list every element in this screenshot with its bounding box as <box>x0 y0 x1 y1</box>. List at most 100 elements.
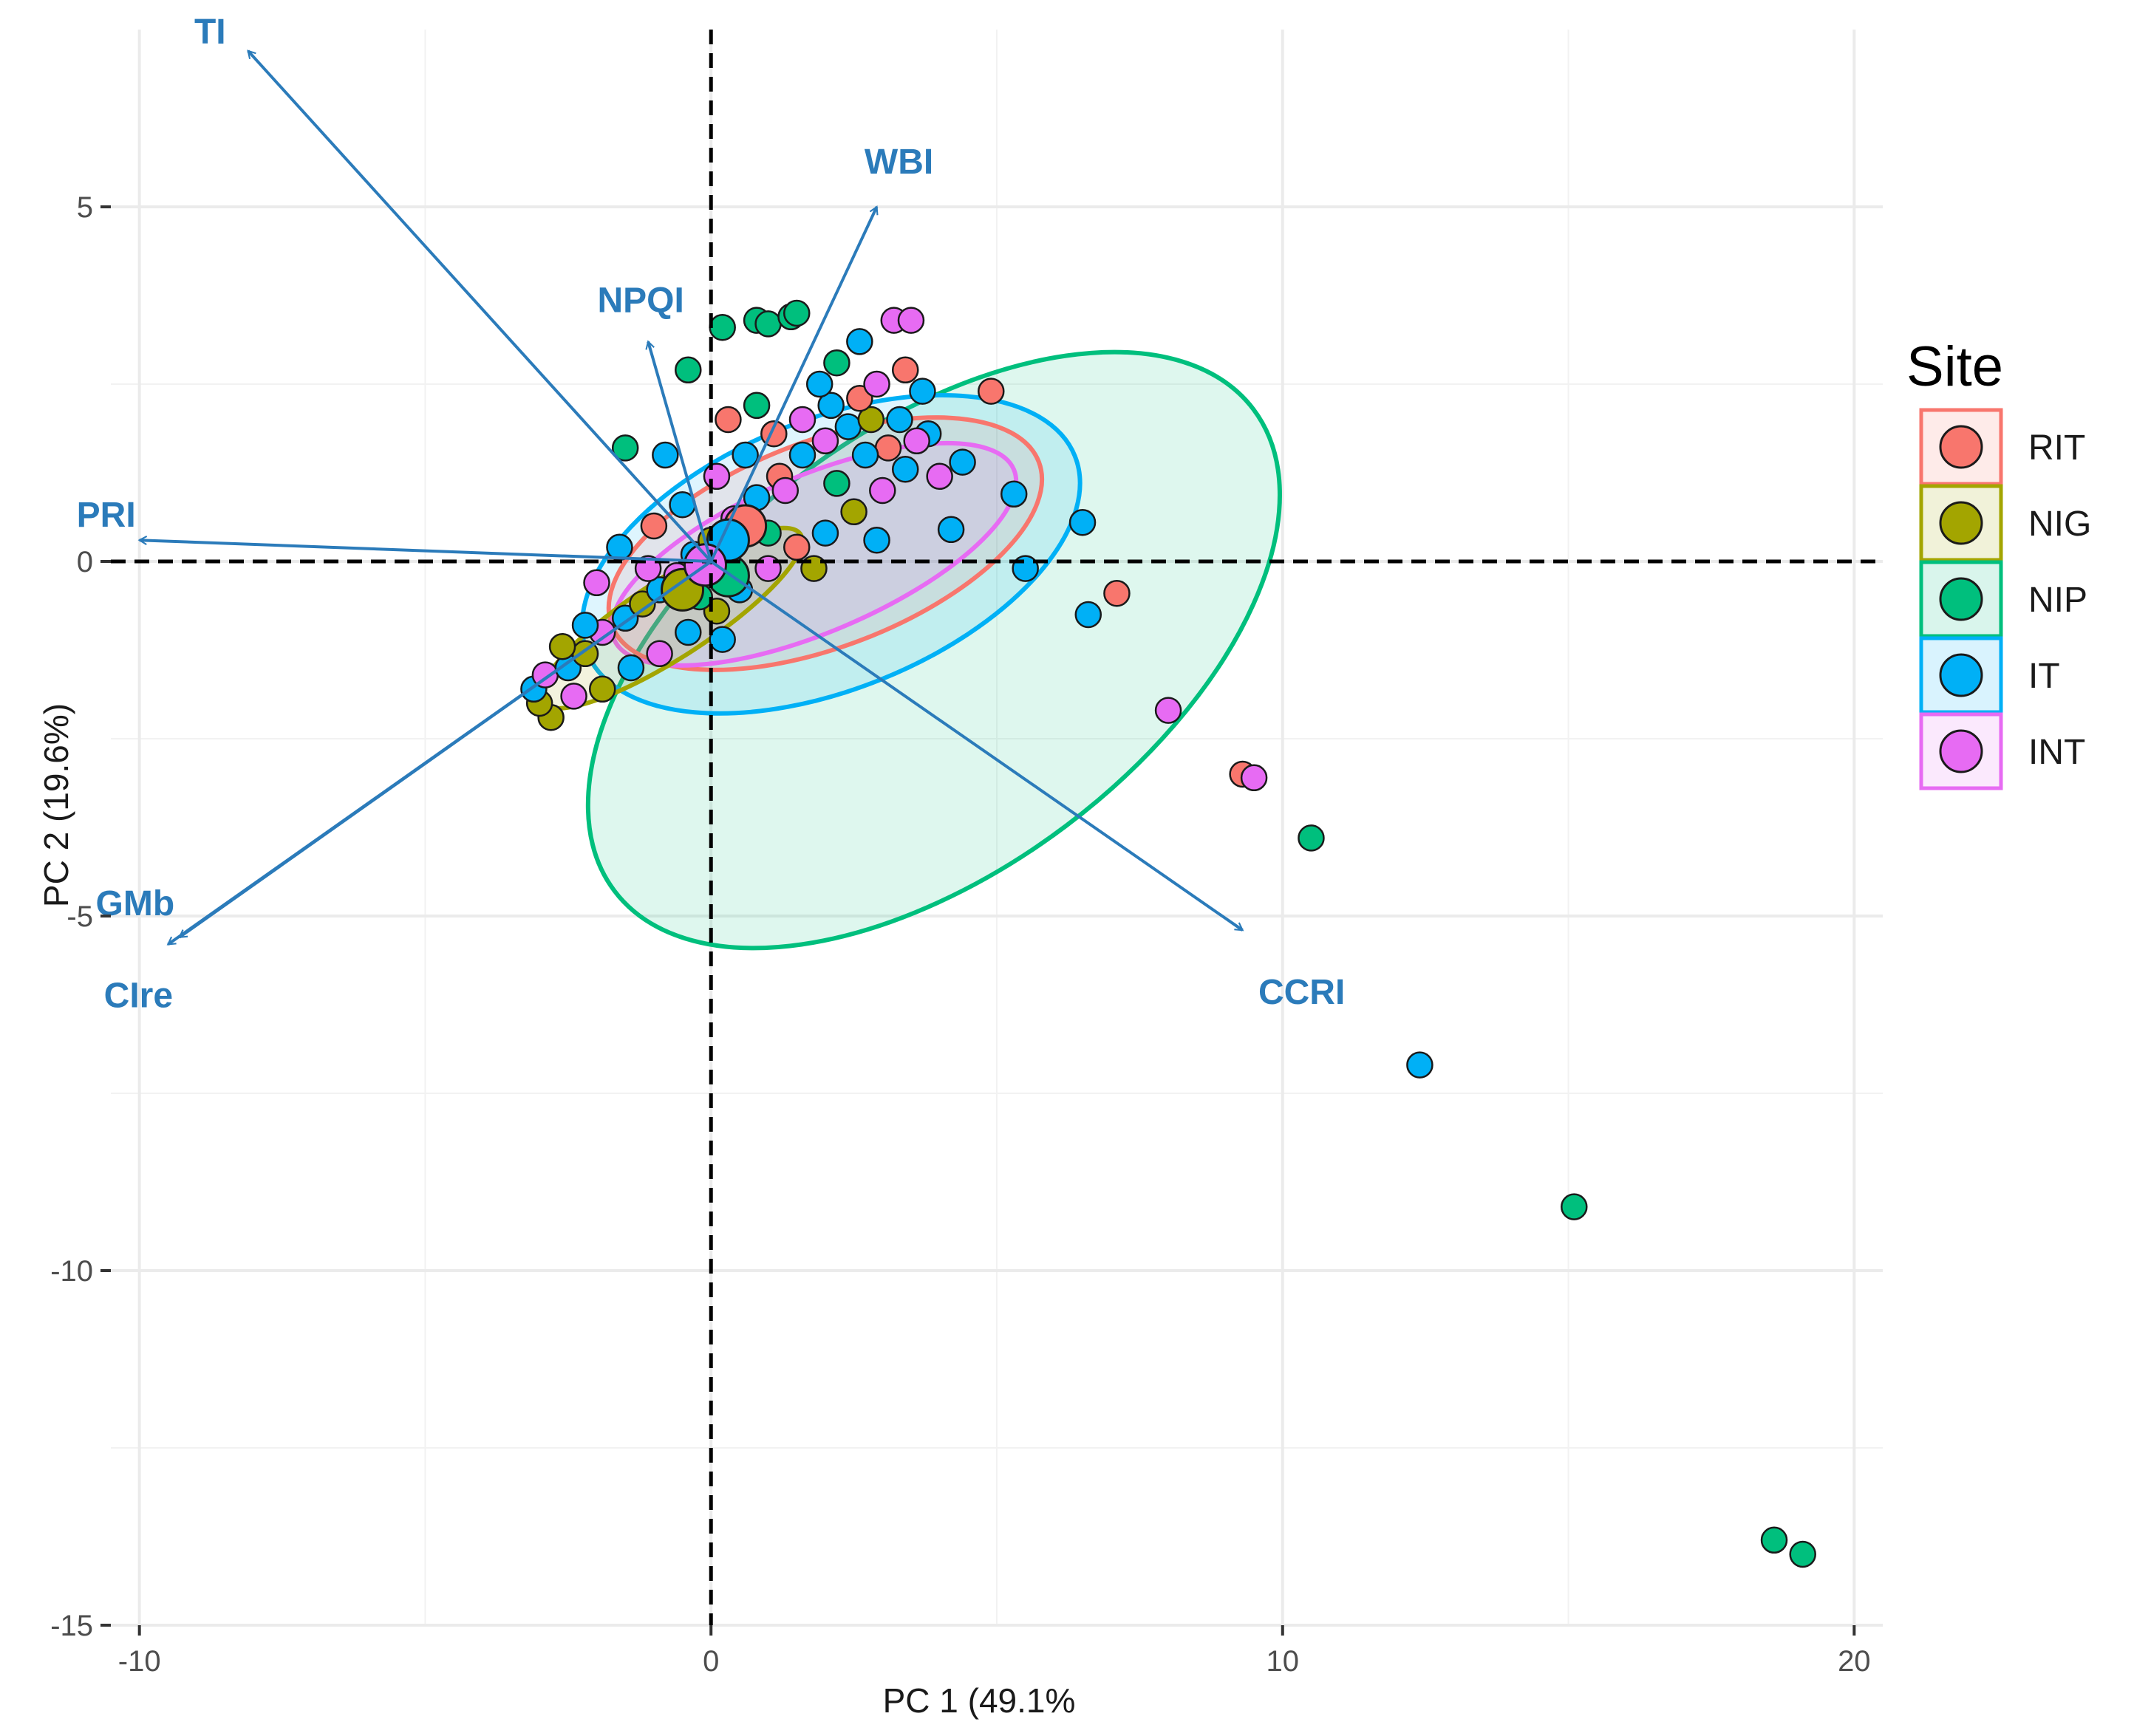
point-it <box>571 612 599 639</box>
point-rit <box>640 512 668 540</box>
point-nip <box>783 299 811 327</box>
loading-arrows <box>137 49 1244 946</box>
point-it <box>846 328 873 355</box>
point-nig <box>857 406 885 434</box>
legend-label-nig: NIG <box>2028 505 2091 544</box>
point-int <box>583 569 610 597</box>
point-it <box>863 526 890 554</box>
point-int <box>560 683 587 710</box>
point-it <box>886 406 913 434</box>
point-nip <box>743 392 771 420</box>
loading-label-cire: CIre <box>104 976 173 1015</box>
point-rit <box>1103 579 1131 607</box>
point-it <box>909 377 936 405</box>
point-int <box>703 462 731 491</box>
point-it <box>817 392 845 420</box>
point-nig <box>840 498 867 526</box>
loading-arrow-wbi <box>709 205 879 562</box>
point-it <box>891 455 919 483</box>
loading-arrow-cire <box>166 560 712 946</box>
point-int <box>811 427 839 455</box>
point-nig <box>589 675 616 703</box>
point-rit <box>874 434 902 462</box>
x-tick-label: 20 <box>1838 1645 1871 1678</box>
loading-arrow-ccri <box>710 560 1244 932</box>
point-it <box>788 441 817 469</box>
legend-marker-int <box>1939 729 1983 773</box>
point-nip <box>1789 1540 1816 1568</box>
point-int <box>646 640 673 668</box>
y-tick-label: -10 <box>50 1255 93 1288</box>
point-int <box>788 406 817 434</box>
point-int <box>897 307 925 334</box>
point-it <box>1074 601 1102 629</box>
loading-label-npqi: NPQI <box>597 281 684 320</box>
x-tick-label: -10 <box>118 1645 161 1678</box>
legend-label-int: INT <box>2028 733 2085 772</box>
point-nip <box>823 349 850 377</box>
point-it <box>1068 508 1097 536</box>
point-nip <box>823 470 850 497</box>
point-int <box>903 427 930 455</box>
point-it <box>937 516 965 544</box>
point-int <box>869 476 896 505</box>
x-tick-label: 10 <box>1267 1645 1300 1678</box>
point-nip <box>754 310 782 338</box>
point-it <box>811 519 839 547</box>
y-tick-label: -5 <box>67 901 93 933</box>
point-it <box>805 370 834 398</box>
point-it <box>709 626 736 653</box>
point-nig <box>548 632 576 660</box>
point-it <box>834 413 862 440</box>
point-nip <box>675 356 702 384</box>
point-it <box>675 618 702 646</box>
loading-label-pri: PRI <box>77 496 136 535</box>
axes: -10 0 10 20 5 0 -5 -10 -15 <box>50 191 1870 1678</box>
point-nip <box>1561 1193 1588 1220</box>
point-rit <box>891 356 919 384</box>
legend-marker-it <box>1939 653 1983 697</box>
point-nip <box>1298 824 1325 852</box>
legend-title: Site <box>1906 335 2003 398</box>
loading-label-wbi: WBI <box>865 143 933 182</box>
point-nip <box>611 434 639 462</box>
point-int <box>1240 764 1268 792</box>
x-axis-title: PC 1 (49.1% <box>883 1681 1076 1720</box>
legend-label-rit: RIT <box>2028 428 2085 468</box>
point-it <box>1406 1051 1434 1079</box>
legend-marker-nig <box>1939 501 1983 545</box>
point-it <box>652 441 679 469</box>
point-it <box>949 448 976 476</box>
point-it <box>606 533 633 561</box>
y-tick-label: -15 <box>50 1610 93 1642</box>
loading-arrow-ti <box>247 49 712 563</box>
point-it <box>617 654 645 682</box>
legend-label-it: IT <box>2028 657 2060 696</box>
point-nip <box>1760 1526 1788 1554</box>
loading-arrow-pri <box>137 536 712 563</box>
point-nip <box>709 313 736 341</box>
grid-minor <box>111 30 1883 1625</box>
loading-label-ccri: CCRI <box>1258 973 1345 1012</box>
legend-marker-nip <box>1939 577 1983 621</box>
reference-lines <box>111 30 1883 1625</box>
point-int <box>863 370 890 398</box>
y-tick-label: 0 <box>77 546 93 578</box>
x-tick-label: 0 <box>703 1645 719 1678</box>
point-int <box>926 462 953 491</box>
point-rit <box>783 533 811 561</box>
point-int <box>1154 697 1182 724</box>
point-it <box>732 441 759 469</box>
loading-label-ti: TI <box>194 13 226 52</box>
legend-key-int <box>1919 712 2003 790</box>
point-it <box>1000 480 1028 508</box>
y-tick-label: 5 <box>77 191 93 224</box>
legend: Site RIT NIG NIP IT INT <box>1906 335 2091 790</box>
point-rit <box>715 406 742 434</box>
y-axis-title: PC 2 (19.6%) <box>37 703 75 907</box>
legend-label-nip: NIP <box>2028 581 2087 620</box>
point-it <box>851 441 879 469</box>
